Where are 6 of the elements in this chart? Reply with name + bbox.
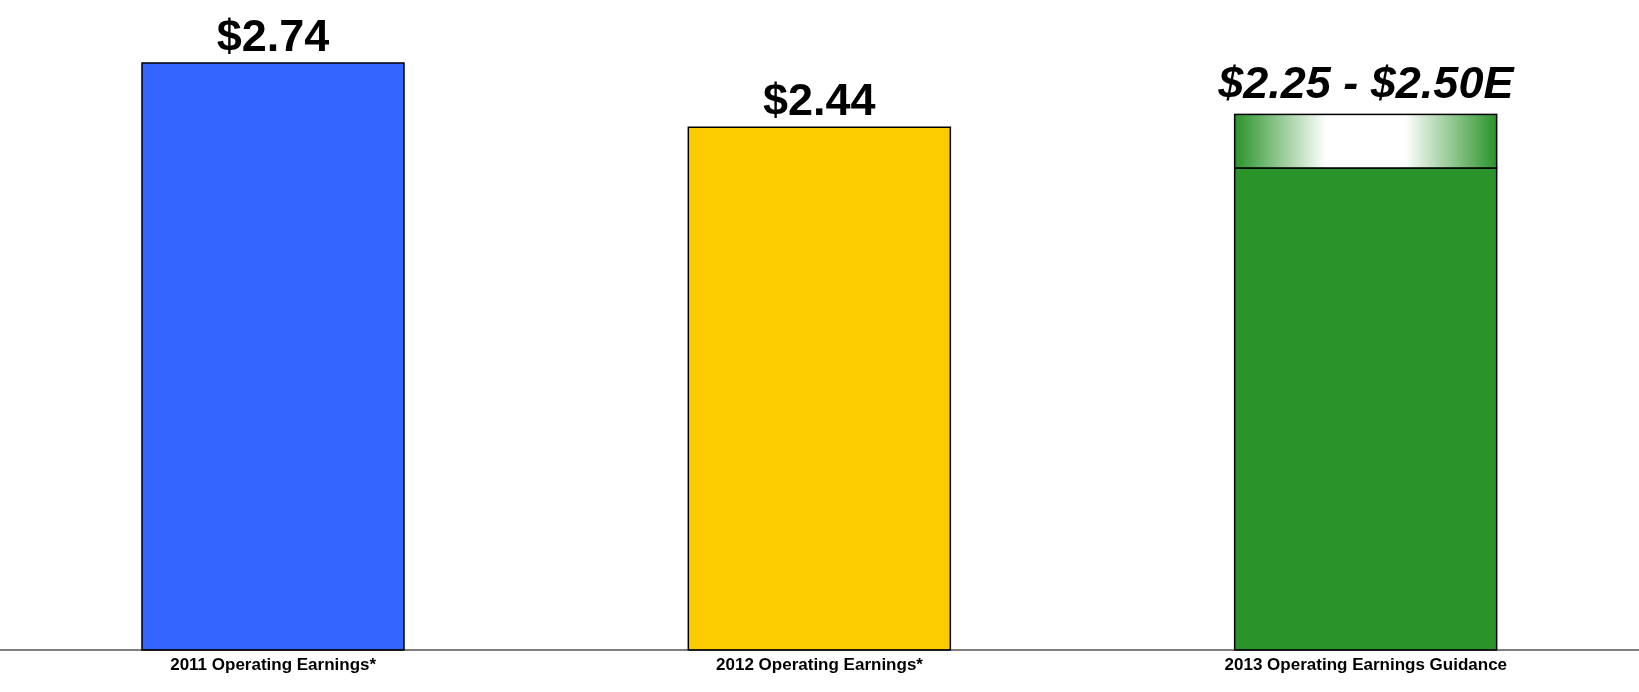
annotation: $2.25 - $2.50E [1217,57,1516,109]
data-label: $2.74 [216,10,330,61]
x-tick-label: 2013 Operating Earnings Guidance [1224,655,1508,675]
data-label: $2.44 [763,74,876,126]
x-tick-label: 2011 Operating Earnings* [170,655,377,675]
x-tick-label: 2012 Operating Earnings* [716,655,924,675]
